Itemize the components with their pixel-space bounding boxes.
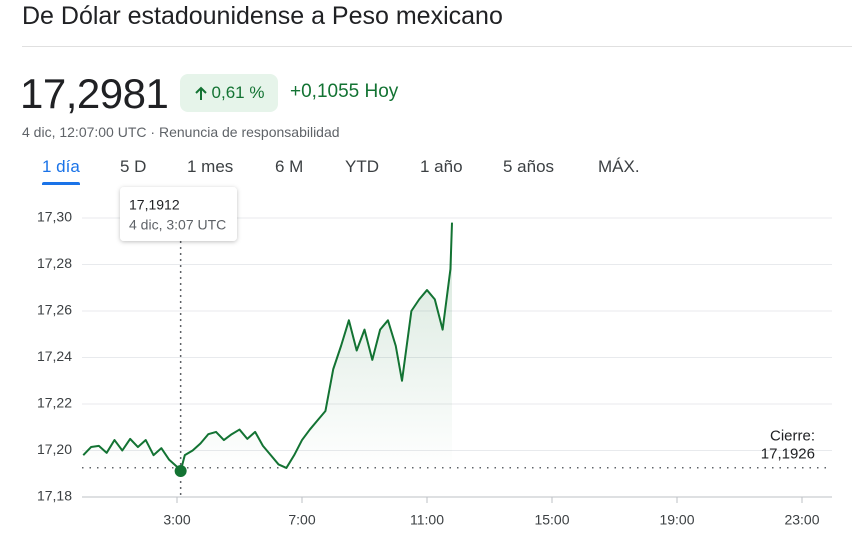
up-arrow xyxy=(194,86,207,100)
y-tick-label: 17,26 xyxy=(37,302,72,318)
tab[interactable]: MÁX. xyxy=(598,157,640,176)
tab-underline xyxy=(42,182,80,185)
tooltip-value: 17,1912 xyxy=(129,197,180,213)
y-tick-label: 17,24 xyxy=(37,348,72,364)
x-tick-label: 19:00 xyxy=(659,512,694,528)
price: 17,2981 xyxy=(20,70,169,117)
previous-close-value: 17,1926 xyxy=(761,446,815,463)
tab[interactable]: YTD xyxy=(345,157,379,176)
change-percent: 0,61 % xyxy=(211,83,265,102)
change-today: +0,1055 Hoy xyxy=(290,81,399,102)
tooltip-time: 4 dic, 3:07 UTC xyxy=(129,217,226,233)
x-tick-label: 23:00 xyxy=(784,512,819,528)
tooltip-box xyxy=(120,187,237,241)
subline: 4 dic, 12:07:00 UTC · Renuncia de respon… xyxy=(22,124,340,140)
tab[interactable]: 5 D xyxy=(120,157,147,176)
disclaimer[interactable]: Renuncia de responsabilidad xyxy=(158,124,340,140)
previous-close-label: Cierre: xyxy=(770,428,815,445)
tab[interactable]: 1 día xyxy=(42,157,80,176)
change-chip: 0,61 % xyxy=(180,74,278,112)
y-tick-label: 17,22 xyxy=(37,395,72,411)
line xyxy=(82,222,453,472)
title: De Dólar estadounidense a Peso mexicano xyxy=(22,2,503,30)
tab[interactable]: 6 M xyxy=(275,157,304,176)
x-tick-label: 7:00 xyxy=(288,512,315,528)
tab[interactable]: 5 años xyxy=(503,157,555,176)
x-tick-label: 15:00 xyxy=(534,512,569,528)
y-tick-label: 17,18 xyxy=(37,488,72,504)
timestamp: 4 dic, 12:07:00 UTC xyxy=(22,124,147,140)
area xyxy=(83,222,452,471)
divider xyxy=(22,46,852,47)
hover-dot xyxy=(174,464,187,477)
x-tick-label: 3:00 xyxy=(163,512,190,528)
tab[interactable]: 1 mes xyxy=(187,157,234,176)
x-tick-label: 11:00 xyxy=(410,512,444,528)
y-tick-label: 17,20 xyxy=(37,441,72,457)
tab[interactable]: 1 año xyxy=(420,157,463,176)
y-tick-label: 17,28 xyxy=(37,255,72,271)
y-tick-label: 17,30 xyxy=(37,209,72,225)
